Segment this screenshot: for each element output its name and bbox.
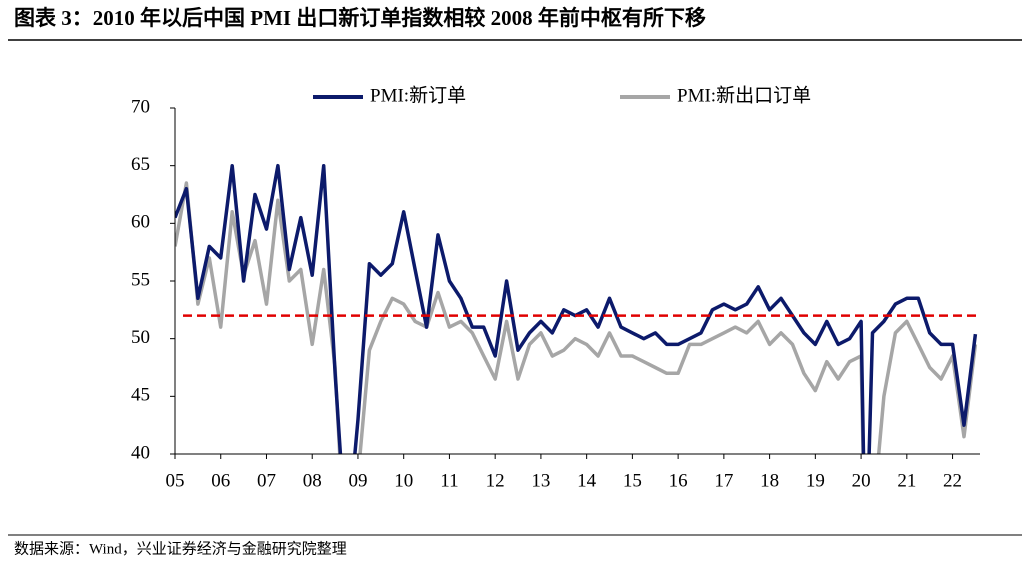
plot-lines [175,163,978,454]
y-tick-label: 40 [131,442,150,463]
x-tick-label: 14 [577,470,597,491]
y-tick-label: 50 [131,327,150,348]
x-tick-label: 12 [486,470,505,491]
y-tick-label: 70 [131,96,150,117]
x-tick-label: 11 [440,470,458,491]
x-tick-label: 09 [348,470,367,491]
legend-label: PMI:新出口订单 [677,84,811,106]
x-tick-label: 18 [760,470,779,491]
x-tick-label: 08 [303,470,322,491]
x-tick-label: 15 [623,470,642,491]
x-tick-label: 21 [897,470,916,491]
x-tick-label: 13 [531,470,550,491]
source-note: 数据来源：Wind，兴业证券经济与金融研究院整理 [14,539,347,557]
x-tick-label: 05 [166,470,185,491]
series-line [175,163,978,454]
y-tick-label: 60 [131,212,150,233]
x-tick-label: 07 [257,470,276,491]
y-tick-label: 65 [131,154,150,175]
x-tick-label: 19 [806,470,825,491]
x-tick-label: 17 [714,470,733,491]
x-tick-label: 20 [852,470,871,491]
chart-title: 图表 3：2010 年以后中国 PMI 出口新订单指数相较 2008 年前中枢有… [14,6,706,30]
series-line [175,181,978,454]
x-tick-label: 10 [394,470,413,491]
legend-label: PMI:新订单 [370,84,466,106]
y-tick-label: 55 [131,269,150,290]
x-tick-label: 06 [211,470,230,491]
x-tick-label: 22 [943,470,962,491]
x-tick-label: 16 [669,470,688,491]
y-tick-label: 45 [131,385,150,406]
